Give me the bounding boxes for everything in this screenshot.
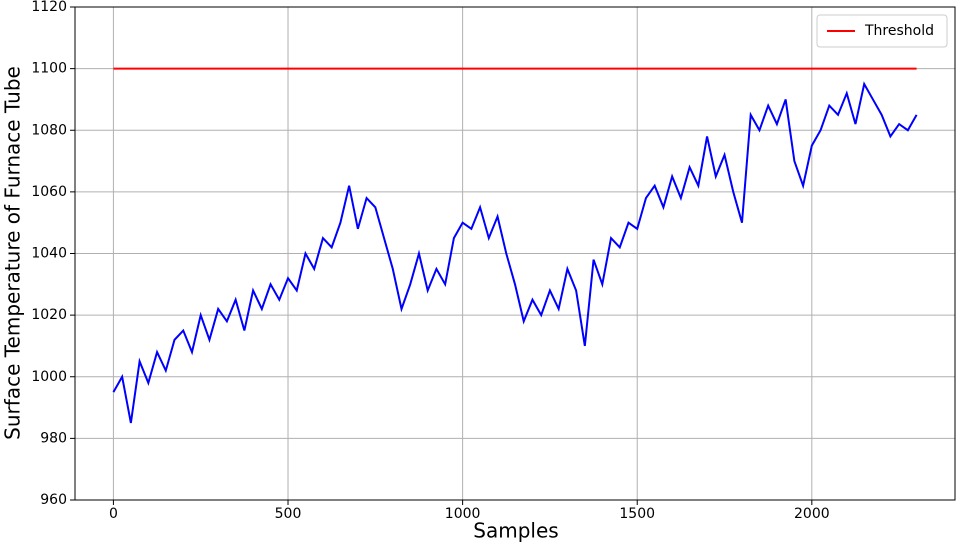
- y-tick-label: 1060: [31, 184, 67, 200]
- x-tick-label: 1500: [619, 506, 655, 522]
- x-axis-label: Samples: [473, 519, 558, 543]
- x-tick-label: 0: [109, 506, 118, 522]
- x-tick-label: 500: [275, 506, 302, 522]
- y-axis-label: Surface Temperature of Furnace Tube: [1, 66, 25, 440]
- y-tick-label: 1100: [31, 61, 67, 77]
- y-tick-label: 980: [40, 430, 67, 446]
- y-tick-label: 1040: [31, 246, 67, 262]
- x-tick-label: 1000: [445, 506, 481, 522]
- series-line: [112, 81, 918, 424]
- legend-label: Threshold: [864, 23, 934, 39]
- y-tick-label: 1080: [31, 122, 67, 138]
- y-tick-label: 1020: [31, 307, 67, 323]
- y-tick-label: 1000: [31, 369, 67, 385]
- plot-frame: [74, 6, 956, 501]
- x-tick-label: 2000: [794, 506, 830, 522]
- y-tick-label: 1120: [31, 0, 67, 15]
- legend-box: [816, 14, 948, 48]
- y-tick-label: 960: [40, 492, 67, 508]
